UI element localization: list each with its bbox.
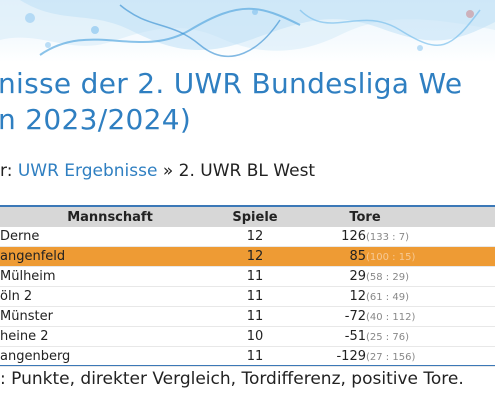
goals-cell: -129(27 : 156) [300, 346, 430, 367]
team-name: angenfeld [0, 246, 210, 267]
column-header-goals[interactable]: Tore [300, 205, 430, 227]
goals-detail: (100 : 15) [366, 252, 416, 263]
games-played: 12 [210, 246, 300, 267]
standings-table: Mannschaft Spiele Tore Derne 12 126(133 … [0, 205, 495, 367]
column-header-extra [430, 205, 495, 227]
breadcrumb-separator: » [157, 161, 179, 181]
ranking-footnote: : Punkte, direkter Vergleich, Tordiffere… [0, 369, 464, 389]
goals-cell: 29(58 : 29) [300, 266, 430, 287]
goals-cell: 126(133 : 7) [300, 227, 430, 247]
goals-detail: (27 : 156) [366, 352, 416, 363]
games-played: 12 [210, 227, 300, 247]
goal-difference: 126 [341, 229, 366, 244]
team-name: Mülheim [0, 266, 210, 287]
goals-detail: (25 : 76) [366, 332, 409, 343]
breadcrumb: r: UWR Ergebnisse » 2. UWR BL West [0, 160, 315, 182]
table-row: öln 2 11 12(61 : 49) [0, 286, 495, 307]
games-played: 11 [210, 266, 300, 287]
games-played: 11 [210, 306, 300, 327]
goal-difference: 12 [349, 289, 366, 304]
extra-cell [430, 326, 495, 347]
team-name: angenberg [0, 346, 210, 367]
table-row: Münster 11 -72(40 : 112) [0, 306, 495, 327]
goals-detail: (58 : 29) [366, 272, 409, 283]
column-header-games[interactable]: Spiele [210, 205, 300, 227]
goals-detail: (40 : 112) [366, 312, 416, 323]
goal-difference: -72 [344, 309, 366, 324]
team-name: heine 2 [0, 326, 210, 347]
games-played: 11 [210, 286, 300, 307]
table-row: Derne 12 126(133 : 7) [0, 227, 495, 247]
table-row: angenberg 11 -129(27 : 156) [0, 346, 495, 367]
extra-cell [430, 286, 495, 307]
table-header-row: Mannschaft Spiele Tore [0, 205, 495, 227]
team-name: Münster [0, 306, 210, 327]
goals-cell: 12(61 : 49) [300, 286, 430, 307]
breadcrumb-current: 2. UWR BL West [178, 161, 316, 181]
games-played: 10 [210, 326, 300, 347]
extra-cell [430, 246, 495, 267]
column-header-team[interactable]: Mannschaft [0, 205, 210, 227]
team-name: Derne [0, 227, 210, 247]
table-row-highlighted: angenfeld 12 85(100 : 15) [0, 246, 495, 267]
goals-cell: -72(40 : 112) [300, 306, 430, 327]
goal-difference: -51 [344, 329, 366, 344]
extra-cell [430, 306, 495, 327]
goal-difference: 85 [349, 249, 366, 264]
breadcrumb-link-uwr-ergebnisse[interactable]: UWR Ergebnisse [17, 161, 158, 181]
team-name: öln 2 [0, 286, 210, 307]
goals-cell: 85(100 : 15) [300, 246, 430, 267]
goal-difference: -129 [336, 349, 366, 364]
goals-detail: (133 : 7) [366, 232, 409, 243]
extra-cell [430, 346, 495, 367]
goals-cell: -51(25 : 76) [300, 326, 430, 347]
games-played: 11 [210, 346, 300, 367]
table-row: Mülheim 11 29(58 : 29) [0, 266, 495, 287]
standings-table-container: Mannschaft Spiele Tore Derne 12 126(133 … [0, 205, 495, 367]
breadcrumb-prefix: r: [0, 161, 18, 181]
goals-detail: (61 : 49) [366, 292, 409, 303]
extra-cell [430, 227, 495, 247]
goal-difference: 29 [349, 269, 366, 284]
table-row: heine 2 10 -51(25 : 76) [0, 326, 495, 347]
water-banner-image [0, 0, 495, 62]
extra-cell [430, 266, 495, 287]
page-title: nisse der 2. UWR Bundesliga We n 2023/20… [0, 67, 463, 136]
